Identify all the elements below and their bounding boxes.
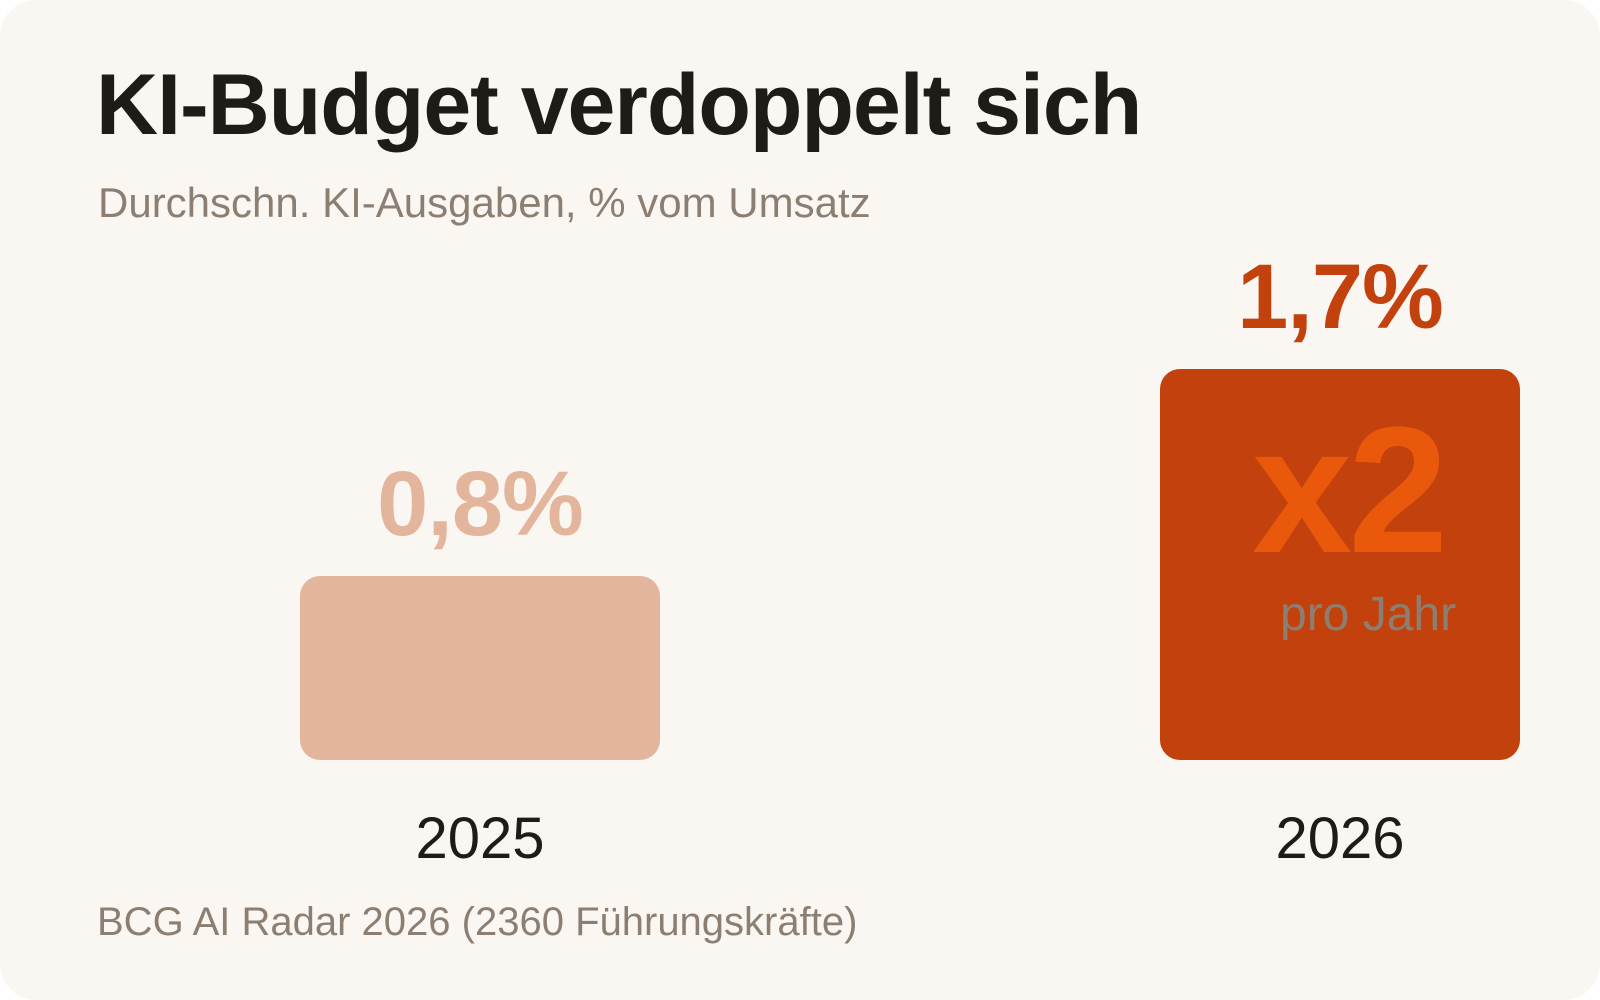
category-label-2026: 2026	[1275, 806, 1405, 871]
bar-2026	[1160, 369, 1520, 760]
source-note: BCG AI Radar 2026 (2360 Führungskräfte)	[97, 900, 858, 944]
multiplier-label: x2	[1252, 390, 1448, 591]
value-label-2026: 1,7%	[1237, 246, 1444, 348]
category-label-2025: 2025	[415, 806, 545, 871]
value-label-2025: 0,8%	[377, 453, 584, 555]
chart-subtitle: Durchschn. KI-Ausgaben, % vom Umsatz	[98, 179, 871, 226]
per-year-label: pro Jahr	[1280, 588, 1457, 641]
bar-2025	[300, 576, 660, 760]
chart-title: KI-Budget verdoppelt sich	[96, 57, 1142, 153]
